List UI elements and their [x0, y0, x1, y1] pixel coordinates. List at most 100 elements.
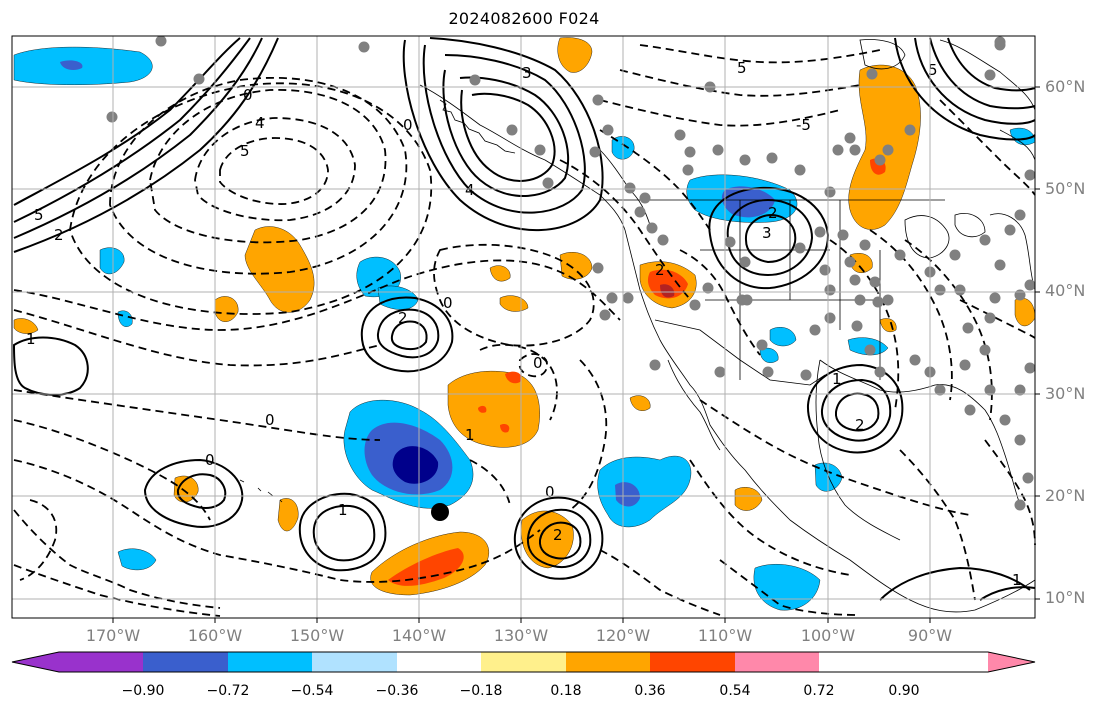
- station-dot: [984, 312, 996, 324]
- lon-label: 90°W: [907, 626, 953, 645]
- orange-region-west-pacific: [244, 226, 315, 313]
- colorbar-tick-label: 0.90: [888, 683, 920, 699]
- station-dot: [854, 294, 866, 306]
- station-dot: [1024, 362, 1036, 374]
- contour-label: 1: [832, 370, 842, 388]
- contour-solid-20n-high: [513, 496, 604, 580]
- station-dot: [882, 294, 894, 306]
- contour-solid-west-ridge: [13, 37, 241, 206]
- contour-label: 1: [1012, 571, 1022, 589]
- station-dot: [674, 129, 686, 141]
- hudson-bay: [859, 39, 906, 70]
- lat-label: 30°N: [1045, 384, 1086, 403]
- station-dot: [904, 124, 916, 136]
- contour-label: 0: [545, 483, 555, 501]
- lat-label: 40°N: [1045, 281, 1086, 300]
- lon-label: 110°W: [697, 626, 753, 645]
- contour-label: 0: [205, 451, 215, 469]
- lon-label: 120°W: [595, 626, 651, 645]
- station-dot: [1004, 224, 1016, 236]
- station-dot: [1014, 434, 1026, 446]
- station-dot: [994, 259, 1006, 271]
- station-dot: [954, 284, 966, 296]
- station-dot: [874, 366, 886, 378]
- station-dot: [874, 154, 886, 166]
- station-dot: [606, 292, 618, 304]
- station-dot: [851, 320, 863, 332]
- lon-label: 130°W: [493, 626, 549, 645]
- contour-dashed-subtropics: [433, 243, 595, 347]
- station-dot: [762, 366, 774, 378]
- lat-lon-gridlines: [12, 36, 1035, 618]
- gulf-of-mexico-coast: [819, 359, 1021, 506]
- contour-label: 0: [403, 116, 413, 134]
- station-dot: [639, 192, 651, 204]
- station-dot: [934, 284, 946, 296]
- orange-region-hawaii-east: [447, 370, 540, 448]
- station-dot: [622, 292, 634, 304]
- contour-label: 2: [398, 309, 408, 327]
- lat-label: 20°N: [1045, 486, 1086, 505]
- contour-label: 1: [338, 501, 348, 519]
- contour-label: 1: [26, 330, 36, 348]
- station-dot: [979, 344, 991, 356]
- lon-label: 140°W: [391, 626, 447, 645]
- station-dot: [824, 312, 836, 324]
- colorbar-tick-label: 0.72: [803, 683, 835, 699]
- colorbar-tick-label: −0.90: [121, 683, 165, 699]
- station-dot: [824, 186, 836, 198]
- colorbar-segment: [481, 652, 566, 672]
- station-dot: [766, 152, 778, 164]
- station-dot: [193, 73, 205, 85]
- us-west-coast: [624, 229, 1036, 613]
- colorbar-tick-label: −0.36: [375, 683, 419, 699]
- station-dot: [864, 344, 876, 356]
- colorbar-extend-min: [12, 652, 59, 672]
- station-dot: [739, 256, 751, 268]
- station-dot: [506, 124, 518, 136]
- contour-label: 2: [553, 526, 563, 544]
- contour-label: 5: [240, 142, 250, 160]
- contour-label: 5: [34, 206, 44, 224]
- colorbar-segment: [735, 652, 819, 672]
- station-dot: [882, 144, 894, 156]
- station-dot: [866, 68, 878, 80]
- colorbar-tick-label: −0.54: [290, 683, 334, 699]
- station-dot: [684, 146, 696, 158]
- lon-label: 170°W: [85, 626, 141, 645]
- us-mexico-border: [654, 319, 826, 386]
- station-dot: [794, 242, 806, 254]
- contour-label: 5: [737, 59, 747, 77]
- contour-solid-texas-high: [806, 363, 904, 454]
- station-dot: [844, 256, 856, 268]
- station-dot: [714, 366, 726, 378]
- station-dot: [739, 154, 751, 166]
- contour-label: 3: [762, 224, 772, 242]
- station-dot: [649, 359, 661, 371]
- station-dot: [646, 222, 658, 234]
- station-dot: [624, 182, 636, 194]
- map-title: 2024082600 F024: [448, 9, 600, 28]
- station-dot: [592, 262, 604, 274]
- station-dot: [634, 206, 646, 218]
- colorbar-outline: [11, 651, 1036, 673]
- contour-label: 2: [54, 226, 64, 244]
- station-dot: [984, 384, 996, 396]
- contour-label: 2: [655, 261, 665, 279]
- blue-region-baja: [597, 455, 692, 528]
- shaded-anomaly-layer: [13, 37, 1036, 611]
- colorbar-tick-label: 0.18: [550, 683, 582, 699]
- station-dot: [1024, 279, 1036, 291]
- station-dot: [602, 124, 614, 136]
- contour-label: 0: [443, 294, 453, 312]
- station-dot: [994, 36, 1006, 48]
- colorbar-segment: [59, 652, 143, 672]
- station-dot: [682, 164, 694, 176]
- station-dot: [534, 144, 546, 156]
- storm-center-marker: [431, 503, 449, 521]
- station-markers: [106, 35, 1036, 511]
- colorbar-segment: [566, 652, 650, 672]
- station-dot: [589, 146, 601, 158]
- contour-lines: [12, 37, 1036, 617]
